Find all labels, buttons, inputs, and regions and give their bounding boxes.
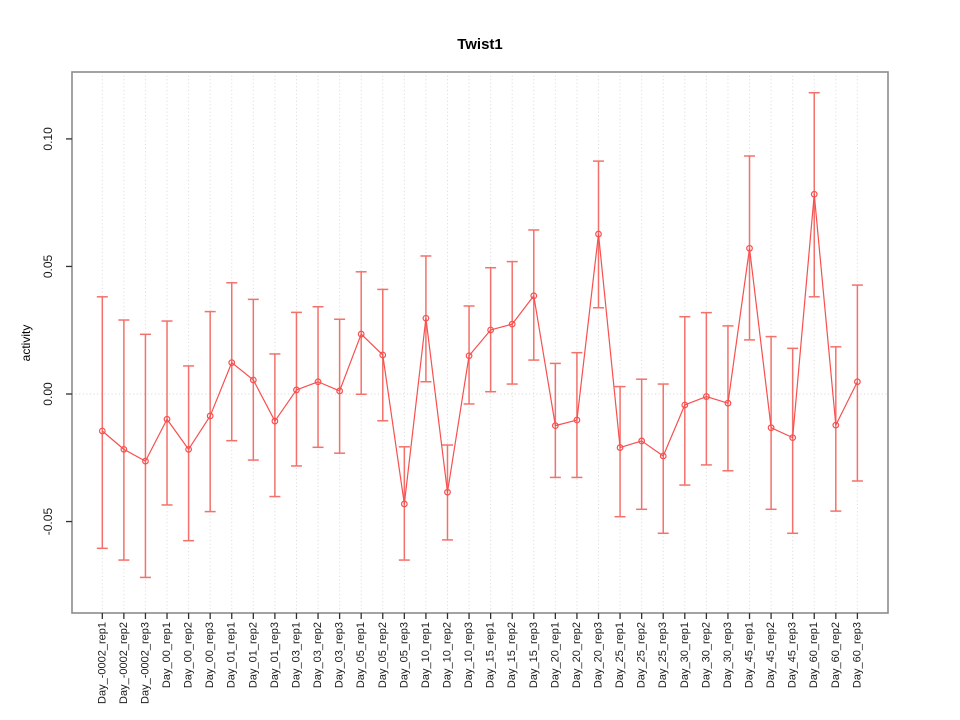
x-tick-label: Day_03_rep1 bbox=[290, 622, 302, 688]
x-tick-label: Day_00_rep3 bbox=[204, 622, 216, 688]
y-tick-label: 0.00 bbox=[41, 382, 55, 406]
data-point bbox=[357, 330, 365, 338]
x-tick-label: Day_03_rep3 bbox=[334, 622, 346, 688]
x-tick-label: Day_01_rep3 bbox=[269, 622, 281, 688]
data-point bbox=[400, 500, 408, 508]
data-point bbox=[120, 445, 128, 453]
y-tick-label: 0.10 bbox=[41, 127, 55, 151]
y-tick-label: -0.05 bbox=[41, 508, 55, 536]
data-point bbox=[853, 378, 861, 386]
x-tick-label: Day_00_rep1 bbox=[161, 622, 173, 688]
x-tick-label: Day_20_rep1 bbox=[549, 622, 561, 688]
x-tick-label: Day_-0002_rep3 bbox=[139, 622, 151, 704]
y-tick-label: 0.05 bbox=[41, 254, 55, 278]
data-point bbox=[530, 292, 538, 300]
data-point bbox=[616, 444, 624, 451]
data-point bbox=[832, 421, 840, 429]
data-point bbox=[444, 488, 451, 496]
x-tick-label: Day_-0002_rep1 bbox=[96, 622, 108, 704]
x-tick-label: Day_01_rep2 bbox=[247, 622, 259, 688]
data-point bbox=[379, 351, 387, 359]
data-point bbox=[163, 415, 171, 423]
data-point bbox=[465, 352, 473, 360]
data-point bbox=[314, 378, 322, 386]
data-point bbox=[702, 393, 710, 400]
x-tick-label: Day_25_rep3 bbox=[657, 622, 669, 688]
x-tick-label: Day_15_rep3 bbox=[528, 622, 540, 688]
x-tick-label: Day_45_rep2 bbox=[765, 622, 777, 688]
data-point bbox=[638, 437, 646, 445]
x-tick-label: Day_30_rep1 bbox=[679, 622, 691, 688]
data-point bbox=[336, 387, 344, 395]
x-tick-label: Day_45_rep1 bbox=[744, 622, 756, 688]
x-tick-label: Day_30_rep2 bbox=[700, 622, 712, 688]
data-point bbox=[724, 399, 732, 407]
x-tick-label: Day_25_rep2 bbox=[636, 622, 648, 688]
data-point bbox=[681, 401, 689, 409]
data-point bbox=[293, 386, 300, 394]
x-tick-label: Day_60_rep3 bbox=[851, 622, 863, 688]
data-point bbox=[789, 434, 797, 442]
data-point bbox=[508, 320, 516, 328]
data-point bbox=[746, 244, 753, 252]
series-line bbox=[101, 193, 858, 505]
x-tick-label: Day_45_rep3 bbox=[787, 622, 799, 688]
data-point bbox=[185, 445, 192, 453]
x-tick-label: Day_20_rep2 bbox=[571, 622, 583, 688]
x-tick-label: Day_03_rep2 bbox=[312, 622, 324, 688]
data-point bbox=[659, 452, 667, 460]
data-point bbox=[595, 230, 602, 238]
chart-title: Twist1 bbox=[457, 36, 503, 53]
x-tick-label: Day_15_rep2 bbox=[506, 622, 518, 688]
data-point bbox=[228, 359, 236, 367]
x-tick-label: Day_05_rep3 bbox=[398, 622, 410, 688]
x-tick-label: Day_15_rep1 bbox=[485, 622, 497, 688]
x-tick-label: Day_10_rep2 bbox=[441, 622, 453, 688]
x-tick-label: Day_05_rep1 bbox=[355, 622, 367, 688]
data-point bbox=[422, 314, 430, 322]
x-tick-label: Day_-0002_rep2 bbox=[118, 622, 130, 704]
x-tick-label: Day_60_rep1 bbox=[808, 622, 820, 688]
data-point bbox=[206, 412, 214, 420]
x-tick-label: Day_10_rep1 bbox=[420, 622, 432, 688]
plot-border bbox=[71, 71, 889, 614]
data-point bbox=[551, 422, 559, 430]
data-point bbox=[98, 427, 106, 435]
x-tick-label: Day_10_rep3 bbox=[463, 622, 475, 688]
data-point bbox=[487, 326, 495, 334]
data-point bbox=[249, 376, 257, 384]
x-tick-label: Day_60_rep2 bbox=[830, 622, 842, 688]
data-point bbox=[271, 417, 279, 425]
x-tick-label: Day_25_rep1 bbox=[614, 622, 626, 688]
x-tick-label: Day_05_rep2 bbox=[377, 622, 389, 688]
data-point bbox=[767, 424, 775, 432]
x-tick-label: Day_20_rep3 bbox=[593, 622, 605, 688]
data-point bbox=[810, 190, 818, 198]
x-tick-label: Day_01_rep1 bbox=[226, 622, 238, 688]
x-tick-label: Day_30_rep3 bbox=[722, 622, 734, 688]
x-tick-label: Day_00_rep2 bbox=[183, 622, 195, 688]
data-point bbox=[142, 457, 149, 465]
data-point bbox=[573, 416, 581, 424]
y-axis-title: activity bbox=[19, 324, 33, 362]
